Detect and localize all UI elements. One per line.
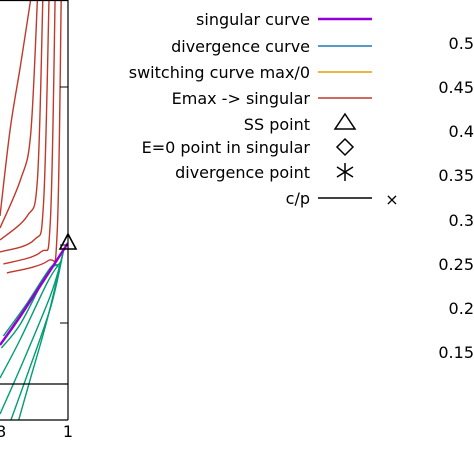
legend-label-divergence-point: divergence point [175, 163, 310, 182]
right-axis-label: 0.4 [449, 122, 474, 141]
right-axis-label: 0.15 [438, 343, 474, 362]
right-axis-label: 0.2 [449, 299, 474, 318]
right-axis-label: 0.45 [438, 78, 474, 97]
divergence-curve [2, 263, 59, 337]
emax-curve [0, 0, 32, 217]
cp-marker-symbol: × [385, 190, 398, 209]
emax-curve [6, 0, 62, 274]
legend: singular curve divergence curve switchin… [129, 10, 399, 209]
divergence-curve [0, 254, 64, 415]
emax-curve [0, 0, 39, 229]
legend-label-divergence-curve: divergence curve [171, 37, 310, 56]
divergence-curve [10, 251, 64, 420]
right-axis-label: 0.35 [438, 166, 474, 185]
legend-label-e0-point: E=0 point in singular [142, 138, 311, 157]
legend-star-icon [336, 163, 354, 181]
emax-curve [0, 0, 50, 253]
legend-label-switching-curve: switching curve max/0 [129, 63, 310, 82]
right-axis-ticks [60, 86, 69, 420]
legend-label-ss-point: SS point [244, 115, 310, 134]
x-tick-label-last: 1 [63, 422, 73, 441]
right-axis-label: 0.25 [438, 255, 474, 274]
legend-label-cp: c/p [286, 189, 310, 208]
legend-triangle-icon [333, 112, 357, 130]
right-axis-label: 0.5 [449, 34, 474, 53]
right-axis-labels: 0.5 0.45 0.4 0.35 0.3 0.25 0.2 0.15 [438, 34, 474, 362]
x-tick-label-first: 8 [0, 422, 6, 441]
divergence-curve [0, 263, 61, 349]
plot-area [0, 0, 68, 420]
divergence-curve [0, 260, 62, 379]
right-axis-label: 0.3 [449, 211, 474, 230]
singular-curve [0, 242, 68, 346]
emax-curve [0, 0, 44, 241]
legend-label-emax: Emax -> singular [172, 89, 311, 108]
legend-label-singular-curve: singular curve [196, 10, 310, 29]
emax-curve [3, 0, 56, 265]
legend-diamond-icon [335, 137, 355, 157]
